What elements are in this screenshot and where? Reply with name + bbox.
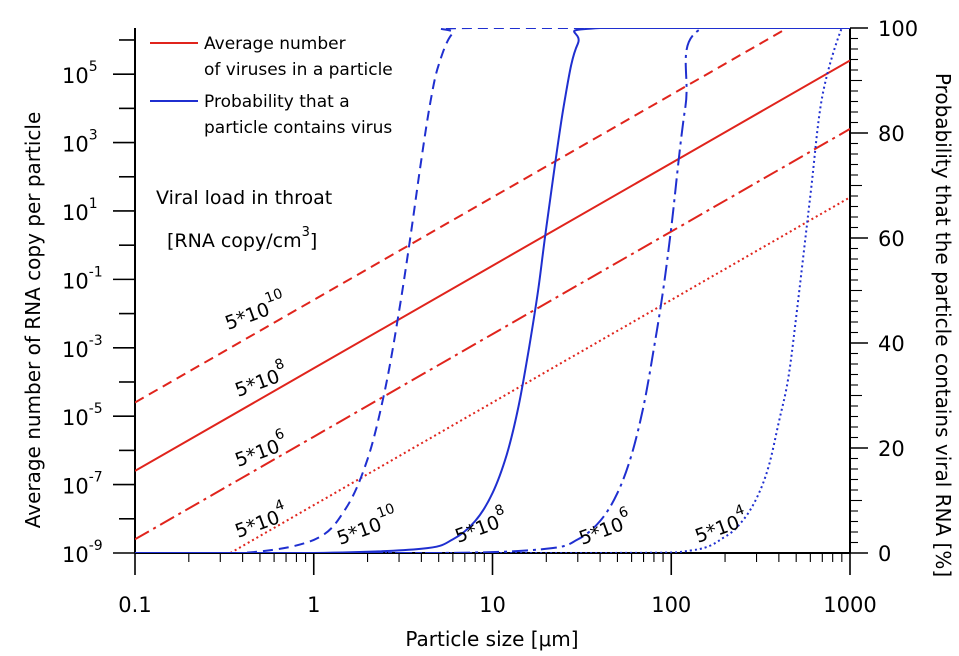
y-right-tick-label: 40 xyxy=(878,332,905,356)
red-line-label: 5*108 xyxy=(230,356,291,402)
blue-curve-label: 5*1010 xyxy=(332,501,402,550)
y-left-tick-label: 101 xyxy=(62,196,98,225)
y-left-tick-label: 10-1 xyxy=(62,264,103,293)
red-line-label: 5*104 xyxy=(230,497,291,543)
annotation-line2: [RNA copy/cm3] xyxy=(167,225,317,252)
x-tick-label: 1 xyxy=(307,593,320,617)
blue-curve-5-10-4 xyxy=(135,28,850,553)
y-right-tick-label: 60 xyxy=(878,227,905,251)
red-line-5-10-6 xyxy=(135,128,850,541)
y-left-tick-label: 10-9 xyxy=(62,538,103,567)
red-line-5-10-8 xyxy=(135,59,850,472)
red-line-5-10-4 xyxy=(228,196,850,553)
y-left-tick-label: 10-7 xyxy=(62,470,103,499)
legend-entry-1-line2: of viruses in a particle xyxy=(204,60,393,80)
y-right-tick-label: 0 xyxy=(878,542,891,566)
y-left-tick-label: 10-5 xyxy=(62,401,103,430)
y-axis-left-title: Average number of RNA copy per particle xyxy=(21,112,45,529)
y-left-tick-label: 105 xyxy=(62,59,98,88)
x-tick-label: 0.1 xyxy=(118,593,151,617)
legend-entry-2-line2: particle contains virus xyxy=(204,118,392,138)
x-tick-label: 100 xyxy=(651,593,691,617)
curve-labels: 5*1010 5*108 5*106 5*104 5*1010 5*108 5*106 5*1… xyxy=(220,286,751,550)
legend: Average number of viruses in a particle … xyxy=(150,34,393,138)
axes: 0.1 1 10 100 100010-910-710-510-310-11011031… xyxy=(62,17,918,617)
y-left-tick-label: 103 xyxy=(62,128,98,157)
y-left-tick-label: 10-3 xyxy=(62,333,103,362)
y-right-tick-label: 100 xyxy=(878,17,918,41)
red-line-5-10-10 xyxy=(135,28,790,404)
plot-area xyxy=(135,28,850,553)
blue-curve-label: 5*106 xyxy=(574,504,635,550)
red-line-label: 5*1010 xyxy=(220,286,290,335)
blue-curve-label: 5*108 xyxy=(450,502,511,548)
x-tick-label: 1000 xyxy=(823,593,876,617)
blue-curve-5-10-10 xyxy=(135,28,850,553)
y-right-tick-label: 20 xyxy=(878,437,905,461)
legend-entry-2-line1: Probability that a xyxy=(204,92,350,112)
blue-curve-5-10-8 xyxy=(135,28,850,553)
x-axis-title: Particle size [μm] xyxy=(405,627,578,651)
y-axis-right-title: Probability that the particle contains v… xyxy=(931,73,955,577)
red-line-label: 5*106 xyxy=(230,426,291,472)
legend-entry-1-line1: Average number xyxy=(204,34,346,54)
blue-curve-label: 5*104 xyxy=(690,502,751,548)
annotation-line1: Viral load in throat xyxy=(156,187,332,209)
y-right-tick-label: 80 xyxy=(878,122,905,146)
x-tick-label: 10 xyxy=(479,593,506,617)
blue-curve-5-10-6 xyxy=(135,28,850,553)
